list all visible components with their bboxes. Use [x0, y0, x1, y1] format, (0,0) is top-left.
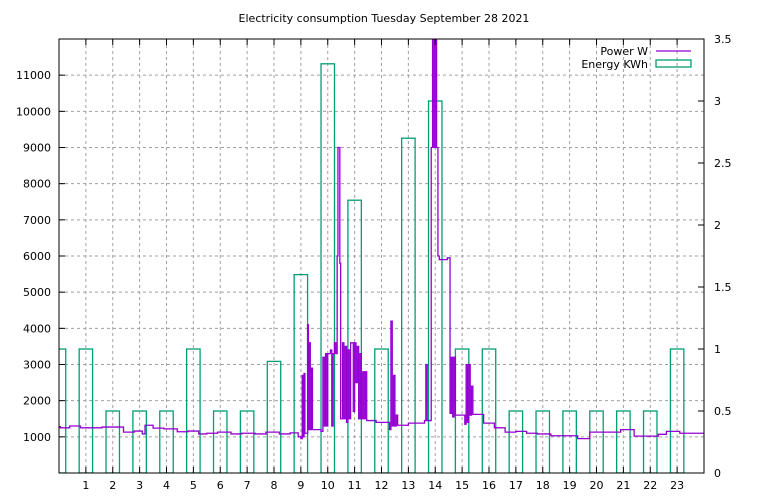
x-tick-label: 10 [321, 479, 335, 492]
y-right-tick-label: 0.5 [714, 405, 732, 418]
energy-bar [562, 410, 577, 473]
y-left-tick-label: 8000 [23, 178, 51, 191]
energy-bar [212, 410, 228, 473]
energy-bar [105, 410, 121, 473]
y-right-tick-label: 1 [714, 343, 721, 356]
x-tick-label: 2 [109, 479, 116, 492]
y-right-tick-label: 0 [714, 467, 721, 480]
power-line [59, 39, 704, 440]
y-left-tick-label: 9000 [23, 142, 51, 155]
y-right-tick-label: 1.5 [714, 281, 732, 294]
y-left-tick-label: 11000 [16, 69, 51, 82]
y-left-tick-label: 2000 [23, 395, 51, 408]
x-tick-label: 5 [190, 479, 197, 492]
y-left-tick-label: 10000 [16, 105, 51, 118]
legend-label-energy: Energy KWh [581, 58, 648, 71]
x-tick-label: 12 [375, 479, 389, 492]
energy-bar [186, 348, 201, 473]
energy-bar [59, 348, 67, 473]
y-right-tick-label: 2.5 [714, 157, 732, 170]
energy-bar [508, 410, 524, 473]
x-tick-label: 13 [401, 479, 415, 492]
y-right-tick-label: 2 [714, 219, 721, 232]
x-tick-label: 16 [482, 479, 496, 492]
energy-bar [78, 348, 94, 473]
x-tick-label: 1 [82, 479, 89, 492]
energy-bar [320, 63, 336, 473]
energy-bar [642, 410, 658, 473]
x-tick-label: 18 [536, 479, 550, 492]
energy-bar [481, 348, 497, 473]
energy-bar [374, 348, 389, 473]
y-left-tick-label: 7000 [23, 214, 51, 227]
y-left-tick-label: 4000 [23, 322, 51, 335]
x-tick-label: 15 [455, 479, 469, 492]
energy-bar [132, 410, 147, 473]
x-tick-label: 8 [271, 479, 278, 492]
chart-title: Electricity consumption Tuesday Septembe… [238, 12, 530, 25]
y-left-tick-label: 3000 [23, 359, 51, 372]
energy-bar [347, 199, 362, 473]
x-tick-label: 3 [136, 479, 143, 492]
x-tick-label: 9 [297, 479, 304, 492]
x-tick-label: 22 [643, 479, 657, 492]
y-left-tick-label: 6000 [23, 250, 51, 263]
legend-swatch-energy [655, 59, 692, 68]
x-tick-label: 7 [244, 479, 251, 492]
x-tick-label: 6 [217, 479, 224, 492]
x-tick-label: 21 [616, 479, 630, 492]
y-right-tick-label: 3.5 [714, 33, 732, 46]
x-tick-label: 23 [670, 479, 684, 492]
legend-label-power: Power W [600, 45, 648, 58]
energy-bar [589, 410, 604, 473]
energy-bar [159, 410, 174, 473]
y-left-tick-label: 1000 [23, 431, 51, 444]
x-tick-label: 14 [428, 479, 442, 492]
energy-bar [669, 348, 685, 473]
x-tick-label: 19 [563, 479, 577, 492]
energy-bar [239, 410, 255, 473]
x-tick-label: 17 [509, 479, 523, 492]
y-left-tick-label: 5000 [23, 286, 51, 299]
energy-bar [535, 410, 551, 473]
energy-bar [616, 410, 631, 473]
x-tick-label: 20 [590, 479, 604, 492]
x-tick-label: 4 [163, 479, 170, 492]
x-tick-label: 11 [348, 479, 362, 492]
y-right-tick-label: 3 [714, 95, 721, 108]
